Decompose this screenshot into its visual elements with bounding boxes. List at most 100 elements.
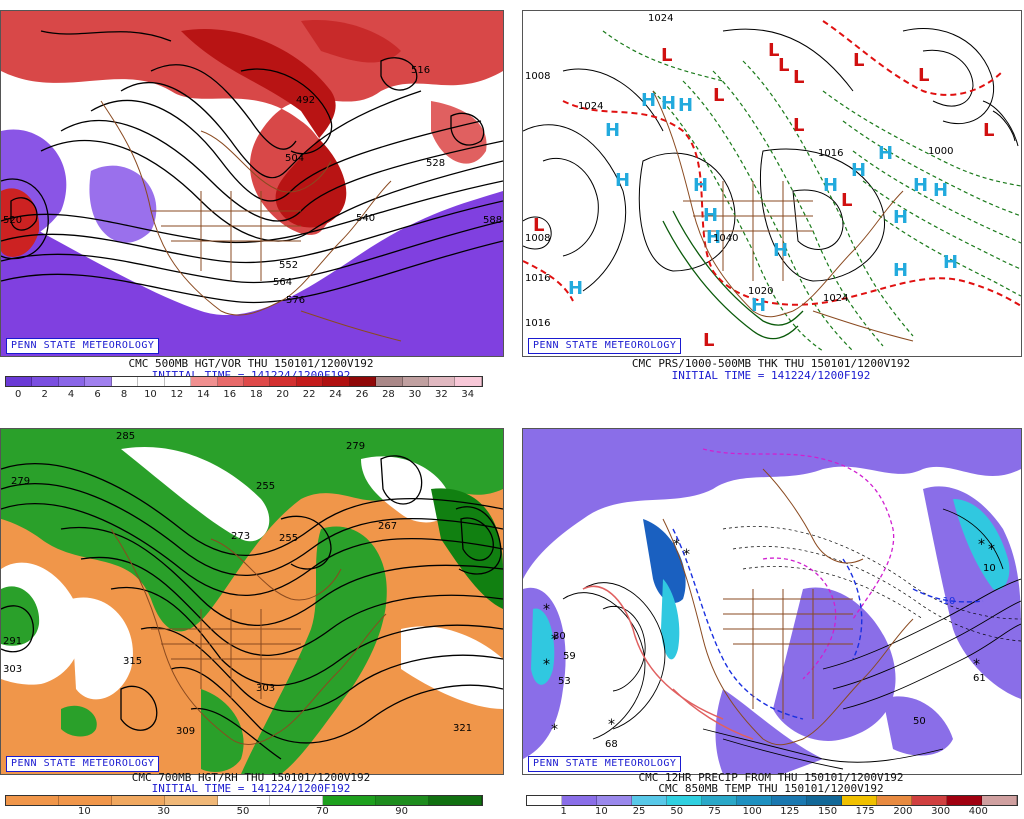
contour-label: 492 — [296, 95, 315, 106]
isobar-label: 1008 — [525, 233, 550, 244]
legend-swatch — [217, 377, 244, 386]
snow-symbol: * — [988, 542, 995, 558]
isobar-label: 1008 — [525, 71, 550, 82]
legend-tick-label: 50 — [670, 806, 684, 817]
high-pressure-marker: H — [605, 120, 620, 141]
contour-label: 303 — [256, 683, 275, 694]
legend-swatch — [243, 377, 271, 386]
snow-symbol: * — [608, 717, 615, 733]
legend-tick-label: 2 — [41, 389, 48, 400]
contour-label: 552 — [279, 260, 298, 271]
isobar-label: 1024 — [823, 293, 848, 304]
legend-tick-label: 150 — [817, 806, 838, 817]
temp-label: 68 — [605, 739, 618, 750]
high-pressure-marker: H — [678, 95, 693, 116]
temp-label: 53 — [558, 676, 571, 687]
map-graphic: * * * * * * * * * * 10 -10 68 50 61 59 5… — [523, 429, 1021, 774]
legend-tick-label: 25 — [632, 806, 646, 817]
isobar-label: 1024 — [648, 13, 673, 24]
legend-tick-label: 4 — [67, 389, 75, 400]
legend-tick-label: 6 — [94, 389, 101, 400]
legend-swatch — [455, 377, 482, 386]
panel-700mb-rh: 285 279 273 255 255 267 279 291 315 303 … — [0, 428, 505, 818]
legend-swatch — [58, 377, 86, 386]
color-legend — [5, 795, 483, 806]
legend-swatch — [270, 796, 324, 805]
contour-label: 504 — [285, 153, 304, 164]
snow-symbol: * — [673, 537, 680, 553]
legend-tick-label: 75 — [708, 806, 721, 817]
high-pressure-marker: H — [893, 207, 908, 228]
legend-swatch — [632, 796, 667, 805]
legend-swatch — [877, 796, 912, 805]
map-pressure-thickness: H H H H H H H H H H H H H H H H H — [522, 10, 1022, 357]
legend-swatch — [111, 796, 165, 805]
legend-swatch — [402, 377, 429, 386]
legend-swatch — [164, 377, 192, 386]
high-pressure-marker: H — [641, 90, 656, 111]
contour-label: 255 — [279, 533, 298, 544]
low-pressure-marker: L — [778, 55, 789, 76]
snow-symbol: * — [551, 632, 558, 648]
legend-tick-label: 1 — [560, 806, 567, 817]
legend-tick-label: 14 — [196, 389, 210, 400]
legend-tick-label: 28 — [382, 389, 395, 400]
low-pressure-marker: L — [918, 65, 929, 86]
legend-tick-label: 30 — [157, 806, 171, 817]
high-pressure-marker: H — [693, 175, 708, 196]
legend-tick-label: 22 — [302, 389, 316, 400]
high-pressure-marker: H — [913, 175, 928, 196]
panel-pressure-thickness: H H H H H H H H H H H H H H H H H — [522, 10, 1024, 402]
legend-tick-label: 24 — [329, 389, 342, 400]
contour-label: 279 — [346, 441, 365, 452]
map-graphic: 516 492 504 528 552 564 576 588 540 520 — [1, 11, 503, 356]
snow-symbol: * — [543, 657, 550, 673]
low-pressure-marker: L — [533, 215, 544, 236]
legend-swatch — [772, 796, 807, 805]
legend-tick-label: 0 — [15, 389, 22, 400]
color-legend — [526, 795, 1018, 806]
legend-tick-label: 50 — [236, 806, 250, 817]
low-pressure-marker: L — [841, 190, 852, 211]
caption-title: CMC 500MB HGT/VOR THU 150101/1200V192 — [128, 357, 374, 370]
legend-swatch — [111, 377, 139, 386]
temp-label: 61 — [973, 673, 986, 684]
caption-title: CMC 12HR PRECIP FROM THU 150101/1200V192 — [638, 771, 904, 784]
high-pressure-marker: H — [661, 93, 676, 114]
map-precip-850mb-temp: * * * * * * * * * * 10 -10 68 50 61 59 5… — [522, 428, 1022, 775]
snow-symbol: * — [551, 722, 558, 738]
legend-swatch — [912, 796, 947, 805]
legend-swatch — [667, 796, 702, 805]
high-pressure-marker: H — [851, 160, 866, 181]
temp-label: 10 — [983, 563, 996, 574]
penn-state-badge: PENN STATE METEOROLOGY — [528, 756, 682, 772]
legend-tick-label: 8 — [120, 389, 128, 400]
high-pressure-marker: H — [751, 295, 766, 316]
map-graphic: 285 279 273 255 255 267 279 291 315 303 … — [1, 429, 503, 774]
high-pressure-marker: H — [615, 170, 630, 191]
contour-label: 303 — [3, 664, 22, 675]
legend-swatch — [947, 796, 982, 805]
isobar-label: 1016 — [525, 273, 550, 284]
temp-label: 50 — [913, 716, 926, 727]
legend-tick-label: 16 — [223, 389, 237, 400]
contour-label: 564 — [273, 277, 292, 288]
legend-swatch — [191, 377, 218, 386]
legend-tick-label: 34 — [461, 389, 475, 400]
legend-tick-label: 100 — [742, 806, 762, 817]
legend-tick-label: 400 — [968, 806, 988, 817]
legend-swatch — [164, 796, 218, 805]
legend-swatch — [270, 377, 297, 386]
map-graphic: H H H H H H H H H H H H H H H H H — [523, 11, 1021, 356]
legend-ticks: 0 2 4 6 8 10 12 14 16 18 20 22 24 26 28 30 32 34 — [5, 389, 481, 401]
legend-swatch — [982, 796, 1017, 805]
legend-tick-label: 300 — [931, 806, 951, 817]
legend-swatch — [527, 796, 562, 805]
legend-tick-label: 26 — [355, 389, 369, 400]
legend-tick-label: 10 — [144, 389, 157, 400]
legend-swatch — [6, 377, 33, 386]
contour-label: 540 — [356, 213, 375, 224]
legend-swatch — [429, 377, 456, 386]
color-legend — [5, 376, 483, 387]
temp-label: -10 — [939, 596, 955, 607]
